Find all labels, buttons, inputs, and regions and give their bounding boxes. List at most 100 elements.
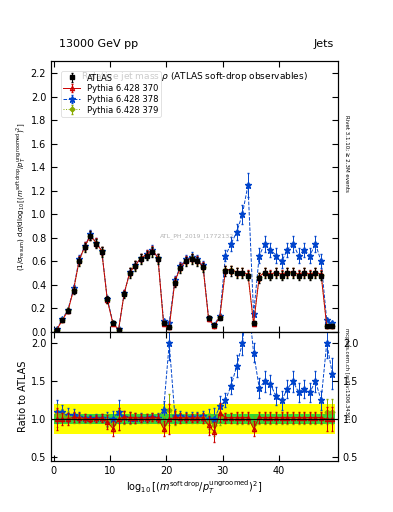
Bar [296,404,301,434]
Bar [285,404,290,434]
Bar [149,414,155,424]
Bar [234,404,240,434]
Bar [105,404,110,434]
Bar [324,404,330,434]
Bar [262,414,268,424]
Bar [273,414,279,424]
Bar [268,414,273,424]
Bar [178,404,183,434]
Bar [166,414,172,424]
Bar [330,414,335,424]
Bar [59,404,65,434]
Bar [307,414,313,424]
Bar [256,414,262,424]
Bar [166,404,172,434]
X-axis label: $\log_{10}[(m^{\rm soft\,drop}/p_T^{\rm ungroomed})^2]$: $\log_{10}[(m^{\rm soft\,drop}/p_T^{\rm … [127,478,263,496]
Bar [65,414,71,424]
Bar [240,414,245,424]
Bar [313,414,318,424]
Bar [76,404,82,434]
Bar [251,414,256,424]
Bar [127,404,133,434]
Legend: ATLAS, Pythia 6.428 370, Pythia 6.428 378, Pythia 6.428 379: ATLAS, Pythia 6.428 370, Pythia 6.428 37… [61,71,161,117]
Bar [121,404,127,434]
Bar [318,404,324,434]
Text: Relative jet mass $\rho$ (ATLAS soft-drop observables): Relative jet mass $\rho$ (ATLAS soft-dro… [81,70,308,82]
Bar [155,414,161,424]
Bar [172,414,178,424]
Text: ATL_PH_2019_I1772132: ATL_PH_2019_I1772132 [160,233,234,239]
Bar [172,404,178,434]
Bar [76,414,82,424]
Text: mcplots.cern.ch [arXiv:1306.3436]: mcplots.cern.ch [arXiv:1306.3436] [344,328,349,419]
Bar [195,404,200,434]
Bar [110,414,116,424]
Bar [313,404,318,434]
Bar [296,414,301,424]
Bar [234,414,240,424]
Bar [217,404,223,434]
Text: Rivet 3.1.10; ≥ 2.3M events: Rivet 3.1.10; ≥ 2.3M events [344,115,349,192]
Y-axis label: $(1/\sigma_{\rm resum})$ d$\sigma$/d$\log_{10}[(m^{\rm soft\,drop}/p_T^{\rm ungr: $(1/\sigma_{\rm resum})$ d$\sigma$/d$\lo… [15,122,28,271]
Bar [200,414,206,424]
Bar [240,404,245,434]
Bar [116,414,121,424]
Bar [161,414,166,424]
Bar [256,404,262,434]
Bar [268,404,273,434]
Bar [88,404,93,434]
Bar [93,404,99,434]
Bar [245,404,251,434]
Bar [301,404,307,434]
Bar [93,414,99,424]
Bar [330,404,335,434]
Bar [262,404,268,434]
Bar [245,414,251,424]
Bar [99,414,105,424]
Bar [279,404,285,434]
Bar [110,404,116,434]
Bar [206,404,211,434]
Bar [65,404,71,434]
Bar [144,414,149,424]
Bar [290,414,296,424]
Bar [211,414,217,424]
Bar [121,414,127,424]
Bar [183,414,189,424]
Bar [211,404,217,434]
Bar [228,404,234,434]
Bar [161,404,166,434]
Bar [217,414,223,424]
Bar [133,404,138,434]
Bar [127,414,133,424]
Bar [105,414,110,424]
Bar [228,414,234,424]
Bar [59,414,65,424]
Bar [133,414,138,424]
Bar [324,414,330,424]
Bar [82,404,88,434]
Bar [301,414,307,424]
Text: Jets: Jets [314,38,334,49]
Bar [178,414,183,424]
Bar [71,414,76,424]
Bar [200,404,206,434]
Bar [290,404,296,434]
Bar [82,414,88,424]
Bar [206,414,211,424]
Bar [54,404,59,434]
Bar [318,414,324,424]
Bar [279,414,285,424]
Bar [149,404,155,434]
Bar [144,404,149,434]
Bar [54,414,59,424]
Bar [99,404,105,434]
Text: 13000 GeV pp: 13000 GeV pp [59,38,138,49]
Bar [307,404,313,434]
Bar [183,404,189,434]
Bar [285,414,290,424]
Bar [189,404,195,434]
Bar [116,404,121,434]
Bar [71,404,76,434]
Bar [189,414,195,424]
